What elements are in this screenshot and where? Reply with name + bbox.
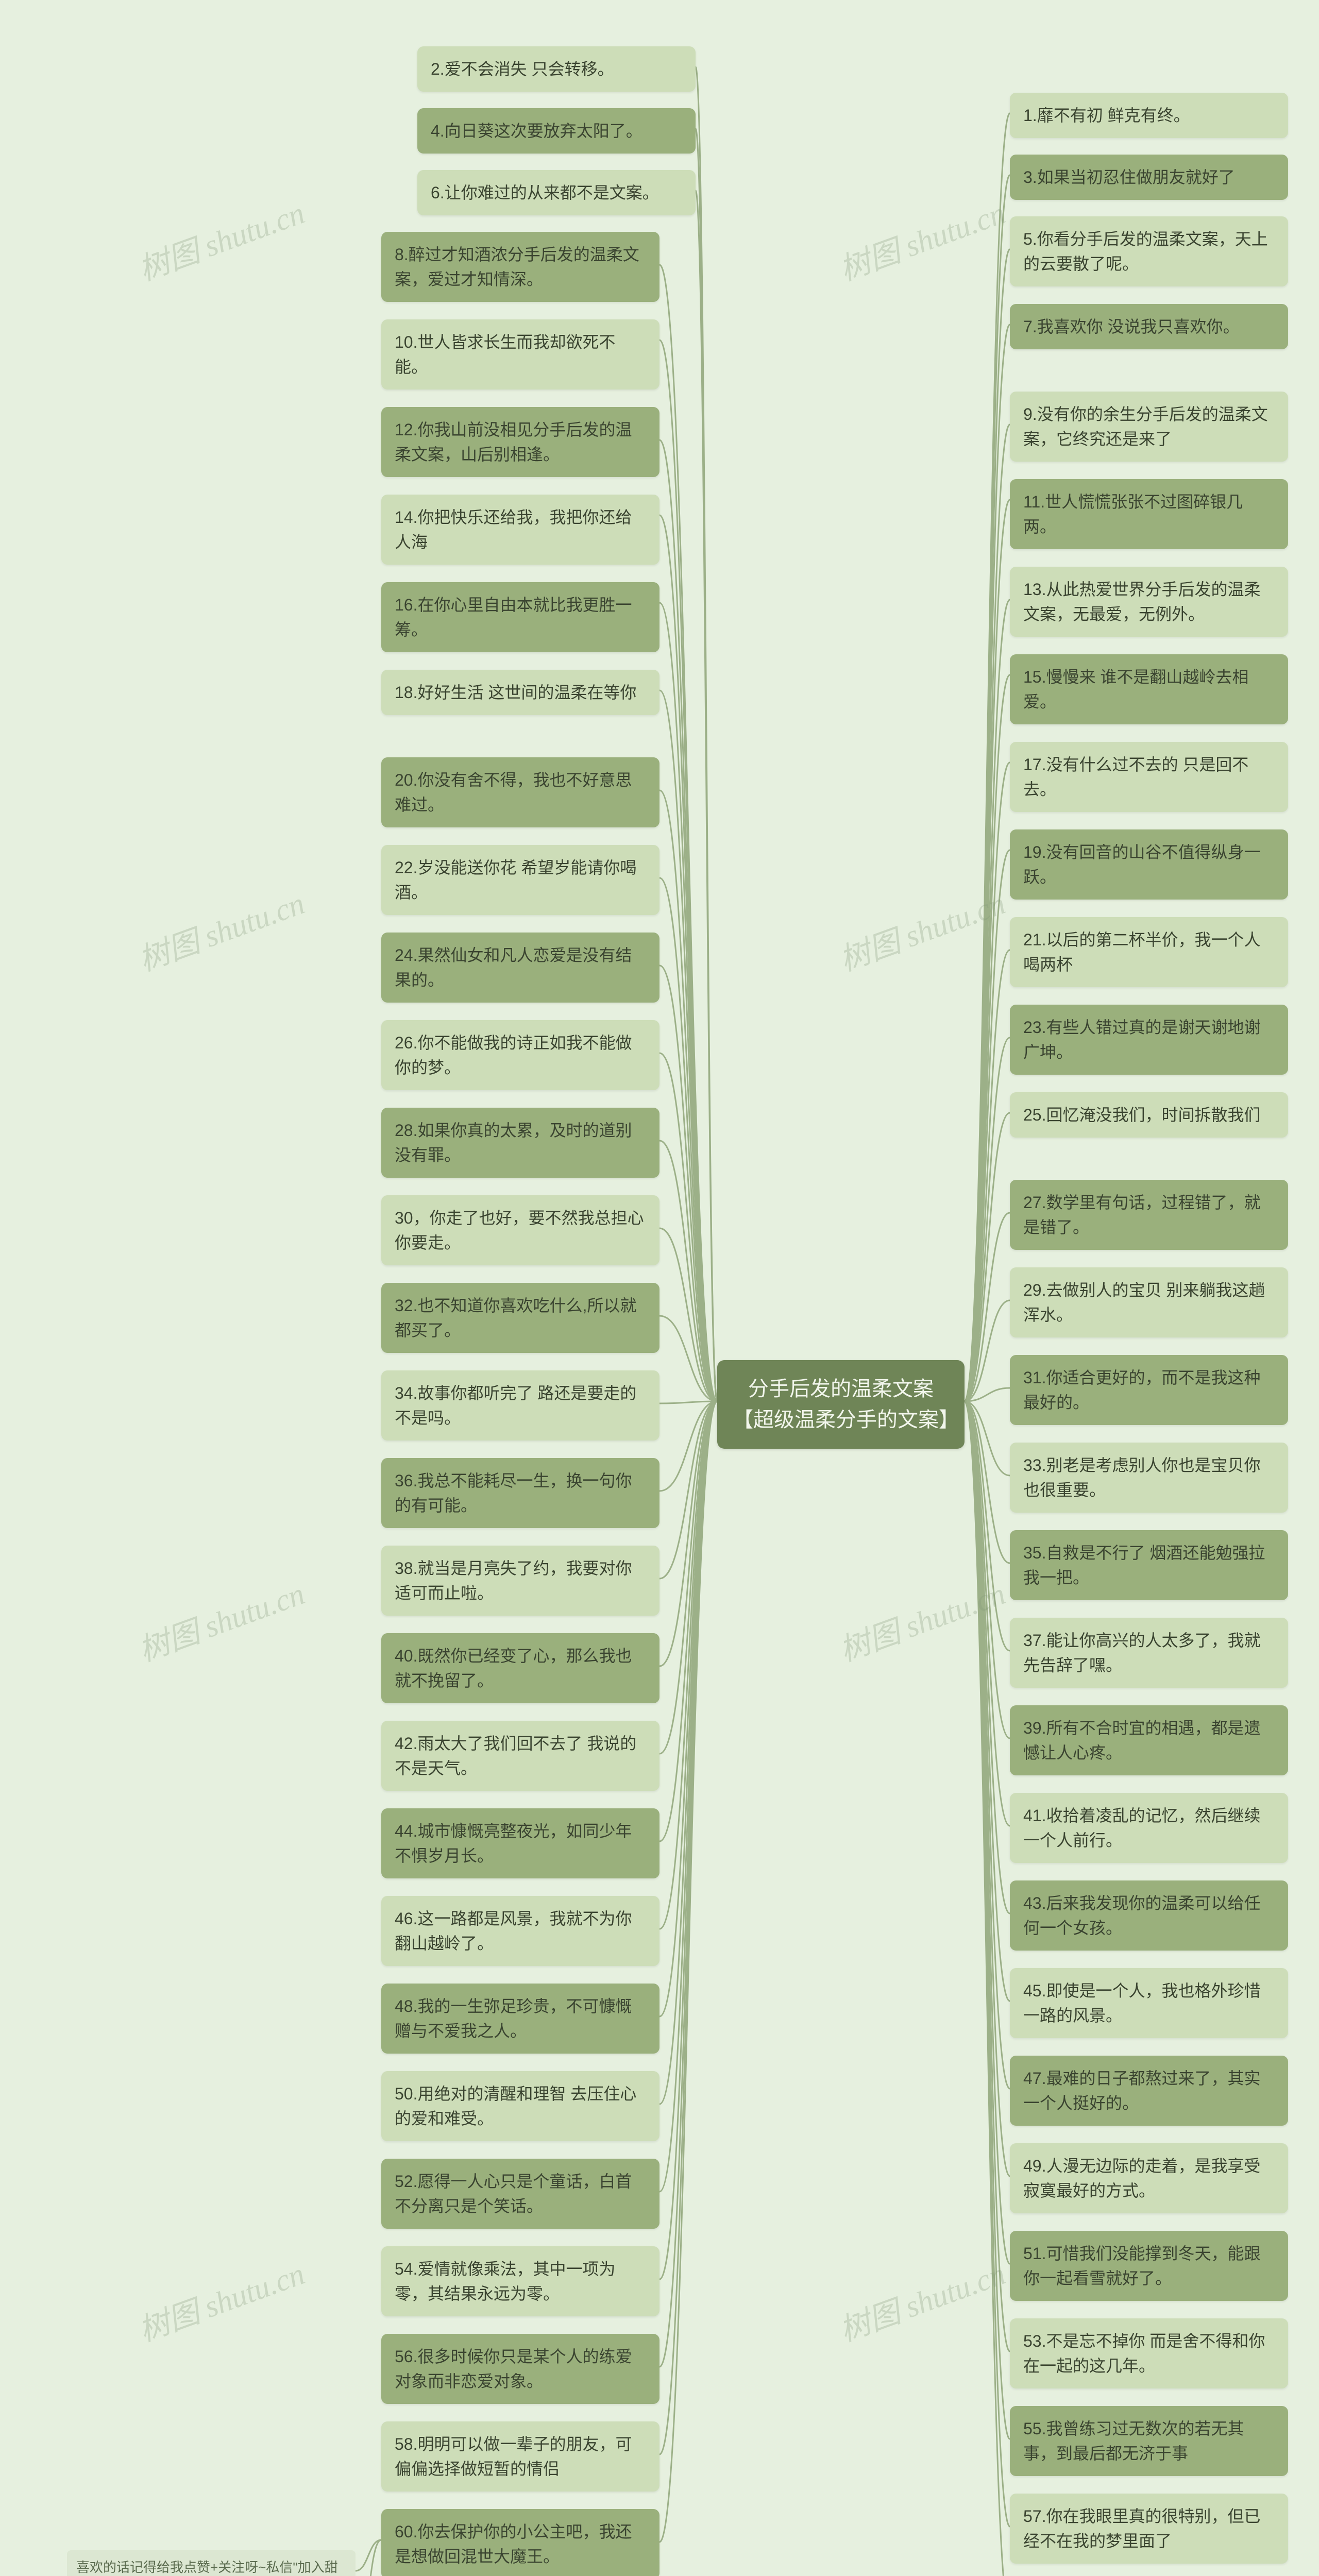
left-node-4: 10.世人皆求长生而我却欲死不能。 (381, 319, 660, 389)
right-node-10: 21.以后的第二杯半价，我一个人喝两杯 (1010, 917, 1288, 987)
right-node-27: 55.我曾练习过无数次的若无其事，到最后都无济于事 (1010, 2406, 1288, 2476)
left-node-24: 50.用绝对的清醒和理智 去压住心的爱和难受。 (381, 2071, 660, 2141)
right-node-7: 15.慢慢来 谁不是翻山越岭去相爱。 (1010, 654, 1288, 724)
left-node-22: 46.这一路都是风景，我就不为你翻山越岭了。 (381, 1896, 660, 1966)
left-node-12: 26.你不能做我的诗正如我不能做你的梦。 (381, 1020, 660, 1090)
left-node-19: 40.既然你已经变了心，那么我也就不挽留了。 (381, 1633, 660, 1703)
left-node-16: 34.故事你都听完了 路还是要走的 不是吗。 (381, 1370, 660, 1440)
left-node-18: 38.就当是月亮失了约，我要对你适可而止啦。 (381, 1546, 660, 1616)
right-node-28: 57.你在我眼里真的很特别，但已经不在我的梦里面了 (1010, 2494, 1288, 2564)
right-node-0: 1.靡不有初 鲜克有终。 (1010, 93, 1288, 138)
right-node-19: 39.所有不合时宜的相遇，都是遗憾让人心疼。 (1010, 1705, 1288, 1775)
left-node-17: 36.我总不能耗尽一生，换一句你的有可能。 (381, 1458, 660, 1528)
left-node-11: 24.果然仙女和凡人恋爱是没有结果的。 (381, 933, 660, 1003)
right-node-26: 53.不是忘不掉你 而是舍不得和你在一起的这几年。 (1010, 2318, 1288, 2388)
watermark: 树图 shutu.cn (131, 2249, 310, 2350)
left-node-9: 20.你没有舍不得，我也不好意思难过。 (381, 757, 660, 827)
left-node-21: 44.城市慷慨亮整夜光，如同少年不惧岁月长。 (381, 1808, 660, 1878)
right-node-1: 3.如果当初忍住做朋友就好了 (1010, 155, 1288, 200)
mindmap-center-node: 分手后发的温柔文案【超级温柔分手的文案】 (717, 1360, 965, 1449)
watermark: 树图 shutu.cn (131, 188, 310, 290)
right-node-11: 23.有些人错过真的是谢天谢地谢广坤。 (1010, 1005, 1288, 1075)
right-node-17: 35.自救是不行了 烟酒还能勉强拉我一把。 (1010, 1530, 1288, 1600)
right-node-6: 13.从此热爱世界分手后发的温柔文案，无最爱，无例外。 (1010, 567, 1288, 637)
left-node-23: 48.我的一生弥足珍贵，不可慷慨赠与不爱我之人。 (381, 1984, 660, 2054)
watermark: 树图 shutu.cn (832, 2249, 1010, 2350)
watermark: 树图 shutu.cn (832, 188, 1010, 290)
right-node-15: 31.你适合更好的，而不是我这种最好的。 (1010, 1355, 1288, 1425)
right-node-23: 47.最难的日子都熬过来了，其实一个人挺好的。 (1010, 2056, 1288, 2126)
right-node-3: 7.我喜欢你 没说我只喜欢你。 (1010, 304, 1288, 349)
watermark: 树图 shutu.cn (131, 878, 310, 980)
left-node-10: 22.岁没能送你花 希望岁能请你喝酒。 (381, 845, 660, 915)
left-node-1: 4.向日葵这次要放弃太阳了。 (417, 108, 696, 154)
left-node-0: 2.爱不会消失 只会转移。 (417, 46, 696, 92)
footer-note-0: 喜欢的话记得给我点赞+关注呀~私信"加入甜甜圈"，获取更多宝藏句子和图片嘻 (67, 2550, 356, 2576)
right-node-25: 51.可惜我们没能撑到冬天，能跟你一起看雪就好了。 (1010, 2231, 1288, 2301)
left-node-3: 8.醉过才知酒浓分手后发的温柔文案，爱过才知情深。 (381, 232, 660, 302)
left-node-5: 12.你我山前没相见分手后发的温柔文案，山后别相逢。 (381, 407, 660, 477)
left-node-2: 6.让你难过的从来都不是文案。 (417, 170, 696, 215)
left-node-27: 56.很多时候你只是某个人的练爱对象而非恋爱对象。 (381, 2334, 660, 2404)
left-node-26: 54.爱情就像乘法，其中一项为零，其结果永远为零。 (381, 2246, 660, 2316)
watermark: 树图 shutu.cn (832, 878, 1010, 980)
right-node-4: 9.没有你的余生分手后发的温柔文案，它终究还是来了 (1010, 392, 1288, 462)
right-node-2: 5.你看分手后发的温柔文案，天上的云要散了呢。 (1010, 216, 1288, 286)
right-node-12: 25.回忆淹没我们，时间拆散我们 (1010, 1092, 1288, 1138)
left-node-29: 60.你去保护你的小公主吧，我还是想做回混世大魔王。 (381, 2509, 660, 2576)
right-node-13: 27.数学里有句话，过程错了，就是错了。 (1010, 1180, 1288, 1250)
right-node-21: 43.后来我发现你的温柔可以给任何一个女孩。 (1010, 1880, 1288, 1951)
watermark: 树图 shutu.cn (131, 1569, 310, 1670)
right-node-5: 11.世人慌慌张张不过图碎银几两。 (1010, 479, 1288, 549)
watermark: 树图 shutu.cn (832, 1569, 1010, 1670)
right-node-16: 33.别老是考虑别人你也是宝贝你也很重要。 (1010, 1443, 1288, 1513)
right-node-8: 17.没有什么过不去的 只是回不去。 (1010, 742, 1288, 812)
right-node-9: 19.没有回音的山谷不值得纵身一跃。 (1010, 829, 1288, 900)
left-node-15: 32.也不知道你喜欢吃什么,所以就都买了。 (381, 1283, 660, 1353)
right-node-18: 37.能让你高兴的人太多了，我就先告辞了嘿。 (1010, 1618, 1288, 1688)
left-node-25: 52.愿得一人心只是个童话，白首不分离只是个笑话。 (381, 2159, 660, 2229)
left-node-6: 14.你把快乐还给我，我把你还给人海 (381, 495, 660, 565)
right-node-20: 41.收拾着凌乱的记忆，然后继续一个人前行。 (1010, 1793, 1288, 1863)
left-node-8: 18.好好生活 这世间的温柔在等你 (381, 670, 660, 715)
right-node-14: 29.去做别人的宝贝 别来躺我这趟浑水。 (1010, 1267, 1288, 1337)
right-node-22: 45.即使是一个人，我也格外珍惜一路的风景。 (1010, 1968, 1288, 2038)
left-node-13: 28.如果你真的太累，及时的道别没有罪。 (381, 1108, 660, 1178)
left-node-7: 16.在你心里自由本就比我更胜一筹。 (381, 582, 660, 652)
left-node-20: 42.雨太大了我们回不去了 我说的不是天气。 (381, 1721, 660, 1791)
left-node-14: 30，你走了也好，要不然我总担心你要走。 (381, 1195, 660, 1265)
right-node-24: 49.人漫无边际的走着，是我享受寂寞最好的方式。 (1010, 2143, 1288, 2213)
left-node-28: 58.明明可以做一辈子的朋友，可偏偏选择做短暂的情侣 (381, 2421, 660, 2492)
